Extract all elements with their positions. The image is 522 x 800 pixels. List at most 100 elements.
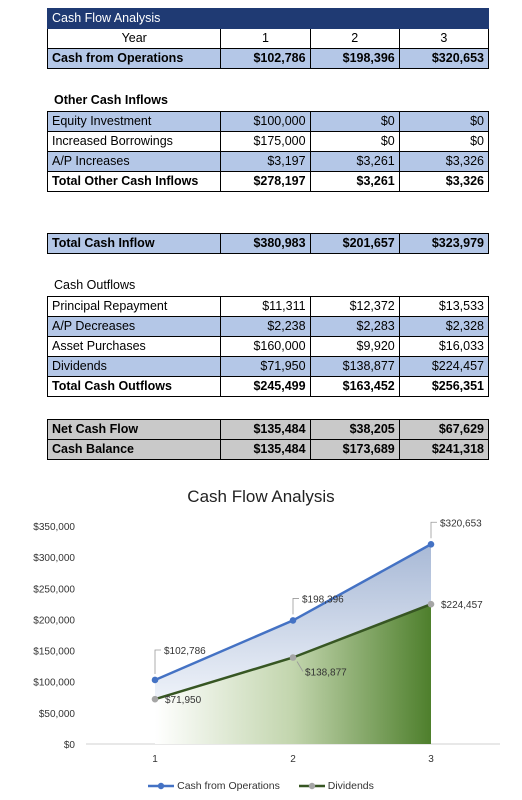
table-row: A/P Decreases $2,238 $2,283 $2,328 — [46, 316, 490, 337]
y-tick-label: $100,000 — [33, 678, 75, 689]
cell-value: $11,311 — [220, 296, 311, 317]
row-label: Total Other Cash Inflows — [46, 171, 222, 192]
cell-value: $224,457 — [398, 356, 490, 377]
operations-point — [427, 540, 435, 548]
operations-data-label: $198,396 — [302, 594, 344, 605]
operations-data-label: $102,786 — [164, 646, 206, 657]
table-row: Principal Repayment $11,311 $12,372 $13,… — [46, 296, 490, 317]
row-label: A/P Decreases — [46, 316, 222, 337]
year-2: 2 — [309, 28, 400, 49]
cell-value: $173,689 — [309, 439, 400, 460]
table-row: Increased Borrowings $175,000 $0 $0 — [46, 131, 490, 152]
year-label: Year — [46, 28, 222, 49]
operations-data-label: $320,653 — [440, 518, 482, 529]
cell-value: $3,197 — [220, 151, 311, 172]
other-inflows-table: Equity Investment $100,000 $0 $0 Increas… — [46, 111, 490, 192]
total-inflow-table: Total Cash Inflow $380,983 $201,657 $323… — [46, 233, 490, 254]
table-title: Cash Flow Analysis — [47, 8, 489, 29]
total-inflow-row: Total Cash Inflow $380,983 $201,657 $323… — [46, 233, 490, 254]
y-tick-label: $0 — [64, 740, 76, 751]
row-label: A/P Increases — [46, 151, 222, 172]
cell-value: $0 — [309, 131, 400, 152]
dividends-point — [151, 695, 159, 703]
y-tick-label: $50,000 — [39, 709, 76, 720]
label-leader — [154, 649, 161, 674]
cell-value: $241,318 — [398, 439, 490, 460]
table-row: Dividends $71,950 $138,877 $224,457 — [46, 356, 490, 377]
cell-value: $13,533 — [398, 296, 490, 317]
cell-value: $2,283 — [309, 316, 400, 337]
cell-value: $160,000 — [220, 336, 311, 357]
cell-value: $12,372 — [309, 296, 400, 317]
cash-flow-chart: $0 $50,000 $100,000 $150,000 $200,000 $250,00… — [33, 518, 500, 765]
table-row: Asset Purchases $160,000 $9,920 $16,033 — [46, 336, 490, 357]
dividends-data-label: $71,950 — [165, 695, 202, 706]
operations-point — [151, 676, 159, 684]
operations-y1: $102,786 — [220, 48, 311, 69]
dividends-point — [289, 654, 297, 661]
row-label: Equity Investment — [46, 111, 222, 132]
y-tick-label: $300,000 — [33, 553, 75, 564]
operations-row: Cash from Operations $102,786 $198,396 $… — [46, 48, 490, 69]
total-other-inflows-row: Total Other Cash Inflows $278,197 $3,261… — [46, 171, 490, 192]
chart-legend: Cash from Operations Dividends — [0, 780, 522, 793]
dividends-area — [155, 604, 431, 744]
legend-line-dividends-icon — [298, 782, 325, 790]
row-label: Total Cash Outflows — [46, 376, 222, 397]
dividends-data-label: $138,877 — [305, 667, 347, 678]
x-tick-label: 3 — [428, 754, 434, 765]
cell-value: $163,452 — [309, 376, 400, 397]
y-tick-label: $350,000 — [33, 522, 75, 533]
cell-value: $138,877 — [309, 356, 400, 377]
cell-value: $67,629 — [398, 419, 490, 440]
net-cash-table: Net Cash Flow $135,484 $38,205 $67,629 C… — [46, 419, 490, 460]
row-label: Total Cash Inflow — [46, 233, 222, 254]
cell-value: $380,983 — [220, 233, 311, 254]
cell-value: $3,326 — [398, 151, 490, 172]
operations-label: Cash from Operations — [46, 48, 222, 69]
cell-value: $135,484 — [220, 419, 311, 440]
cell-value: $3,261 — [309, 171, 400, 192]
y-tick-label: $250,000 — [33, 584, 75, 595]
cell-value: $175,000 — [220, 131, 311, 152]
outflows-table: Principal Repayment $11,311 $12,372 $13,… — [46, 296, 490, 397]
year-1: 1 — [220, 28, 311, 49]
cell-value: $3,326 — [398, 171, 490, 192]
legend-item-operations: Cash from Operations — [148, 780, 280, 792]
label-leader — [296, 661, 304, 672]
cell-value: $3,261 — [309, 151, 400, 172]
x-tick-label: 1 — [152, 754, 158, 765]
cell-value: $201,657 — [309, 233, 400, 254]
operations-y2: $198,396 — [309, 48, 400, 69]
row-label: Asset Purchases — [46, 336, 222, 357]
total-outflows-row: Total Cash Outflows $245,499 $163,452 $2… — [46, 376, 490, 397]
y-tick-label: $150,000 — [33, 647, 75, 658]
cash-from-operations-table: Cash Flow Analysis Year 1 2 3 Cash from … — [46, 8, 490, 69]
row-label: Increased Borrowings — [46, 131, 222, 152]
cell-value: $0 — [309, 111, 400, 132]
cell-value: $71,950 — [220, 356, 311, 377]
cell-value: $38,205 — [309, 419, 400, 440]
label-leader — [292, 598, 299, 615]
cell-value: $2,328 — [398, 316, 490, 337]
table-row: A/P Increases $3,197 $3,261 $3,326 — [46, 151, 490, 172]
cell-value: $0 — [398, 131, 490, 152]
x-tick-label: 2 — [290, 754, 296, 765]
cell-value: $323,979 — [398, 233, 490, 254]
cell-value: $100,000 — [220, 111, 311, 132]
cell-value: $278,197 — [220, 171, 311, 192]
cell-value: $245,499 — [220, 376, 311, 397]
label-leader — [430, 521, 437, 539]
operations-y3: $320,653 — [398, 48, 490, 69]
chart-title: Cash Flow Analysis — [187, 487, 335, 506]
operations-point — [289, 617, 297, 624]
year-3: 3 — [398, 28, 490, 49]
cell-value: $9,920 — [309, 336, 400, 357]
legend-label-dividends: Dividends — [327, 780, 374, 792]
table-row: Equity Investment $100,000 $0 $0 — [46, 111, 490, 132]
outflows-heading: Cash Outflows — [54, 278, 136, 292]
cell-value: $2,238 — [220, 316, 311, 337]
legend-label-operations: Cash from Operations — [177, 780, 280, 792]
legend-line-operations-icon — [148, 782, 175, 790]
row-label: Dividends — [46, 356, 222, 377]
